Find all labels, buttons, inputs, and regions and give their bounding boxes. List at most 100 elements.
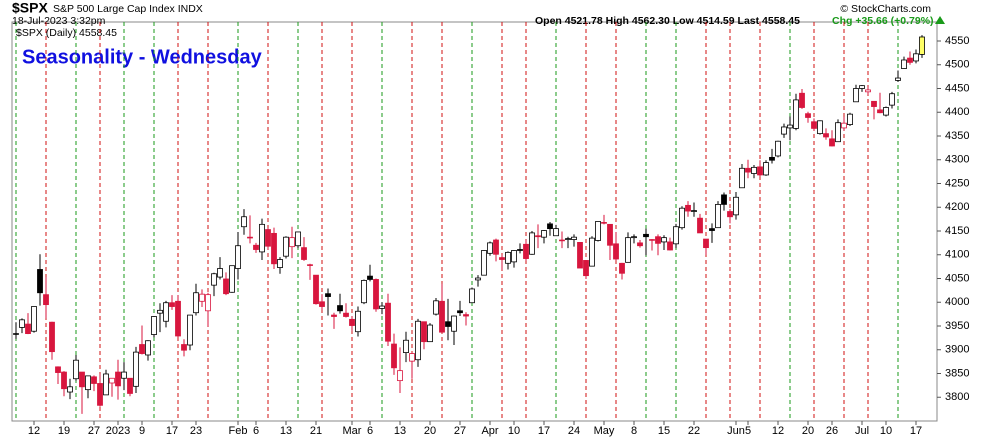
x-tick-label: Mar	[343, 425, 362, 437]
candle-body	[781, 126, 787, 135]
candle-body	[583, 260, 589, 277]
y-tick-label: 4200	[945, 201, 969, 213]
candle-body	[349, 318, 355, 326]
candle-body	[805, 113, 811, 118]
candle-body	[25, 323, 31, 335]
candle-body	[553, 228, 559, 237]
x-tick-label: 23	[190, 425, 202, 437]
candle-body	[637, 242, 643, 247]
candle-body	[121, 371, 127, 379]
candle-body	[139, 344, 145, 354]
candle-body	[421, 321, 427, 343]
candle-body	[313, 274, 319, 305]
date: 18-Jul-2023 3:32pm	[12, 15, 106, 27]
candle-body	[799, 92, 805, 108]
candle-body	[919, 36, 925, 55]
x-tick-label: Apr	[481, 425, 498, 437]
plot-frame	[11, 21, 938, 422]
candle-body	[247, 236, 253, 239]
candle-body	[403, 339, 409, 354]
candle-body	[361, 279, 367, 304]
candle-body	[205, 294, 211, 312]
candle-body	[529, 232, 535, 255]
x-tick-label: 5	[745, 425, 751, 437]
candle-body	[439, 300, 445, 333]
candle-body	[73, 359, 79, 380]
candle-body	[505, 251, 511, 264]
candle-body	[319, 301, 325, 307]
candle-body	[823, 133, 829, 138]
candle-body	[667, 241, 673, 251]
candle-body	[85, 375, 91, 391]
candle-body	[409, 353, 415, 362]
candle-body	[271, 232, 277, 265]
candle-body	[253, 244, 259, 250]
candle-body	[679, 207, 685, 229]
candle-body	[841, 122, 847, 129]
x-tick-label: 6	[253, 425, 259, 437]
candle-body	[37, 269, 43, 294]
candle-body	[511, 250, 517, 263]
x-tick-label: May	[594, 425, 615, 437]
y-tick-label: 4450	[945, 82, 969, 94]
candle-body	[691, 210, 697, 212]
candle-body	[499, 257, 505, 260]
candle-body	[697, 217, 703, 234]
candle-body	[727, 211, 733, 218]
candle-body	[745, 167, 751, 173]
y-tick-label: 3850	[945, 367, 969, 379]
y-tick-label: 4050	[945, 272, 969, 284]
candle-body	[163, 302, 169, 322]
candle-body	[877, 109, 883, 114]
y-tick-label: 3950	[945, 320, 969, 332]
quote: Open 4521.78 High 4562.30 Low 4514.59 La…	[535, 15, 800, 27]
candle-body	[277, 259, 283, 268]
candle-body	[619, 262, 625, 274]
y-tick-label: 4500	[945, 59, 969, 71]
change: Chg +35.66 (+0.79%)	[832, 15, 934, 27]
candle-body	[661, 237, 667, 243]
candle-body	[625, 237, 631, 263]
candle-body	[673, 226, 679, 245]
candle-body	[523, 243, 529, 259]
candle-body	[259, 223, 265, 253]
x-tick-label: 8	[631, 425, 637, 437]
candle-body	[433, 300, 439, 315]
chart-title: Seasonality - Wednesday	[22, 46, 263, 68]
candle-body	[49, 321, 55, 353]
candle-body	[241, 216, 247, 228]
candle-body	[847, 113, 853, 126]
candle-body	[883, 107, 889, 116]
x-tick-label: Jun	[727, 425, 745, 437]
candle-body	[67, 386, 73, 393]
candle-body	[493, 239, 499, 255]
candle-body	[103, 373, 109, 396]
candle-body	[151, 316, 157, 335]
candle-body	[607, 223, 613, 246]
candle-body	[649, 239, 655, 241]
candle-body	[157, 309, 163, 314]
candle-body	[145, 340, 151, 356]
candle-body	[235, 245, 241, 269]
candle-body	[223, 278, 229, 295]
candle-body	[307, 264, 313, 266]
candle-body	[793, 99, 799, 129]
candle-body	[169, 302, 175, 307]
candle-body	[811, 121, 817, 129]
candle-body	[13, 333, 19, 335]
candle-body	[451, 315, 457, 332]
x-tick-label: 17	[910, 425, 922, 437]
candle-body	[541, 230, 547, 238]
candle-body	[175, 300, 181, 337]
candle-body	[343, 312, 349, 317]
candle-body	[445, 321, 451, 327]
x-tick-label: 10	[880, 425, 892, 437]
candle-body	[427, 324, 433, 343]
x-tick-label: 13	[280, 425, 292, 437]
candle-body	[115, 371, 121, 387]
candle-body	[457, 310, 463, 314]
candle-body	[817, 120, 823, 135]
candle-body	[295, 231, 301, 247]
y-tick-label: 4250	[945, 177, 969, 189]
x-tick-label: 15	[658, 425, 670, 437]
